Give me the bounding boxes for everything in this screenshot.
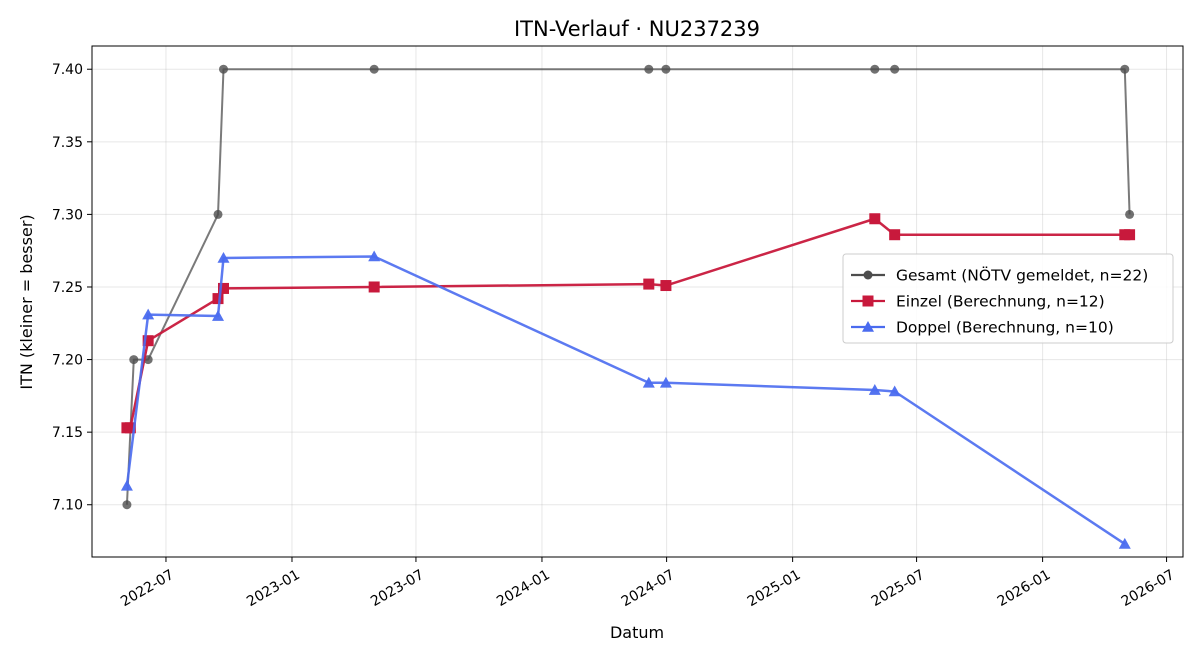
y-axis-label: ITN (kleiner = besser) <box>17 214 36 389</box>
legend-marker <box>862 295 874 307</box>
chart-title: ITN-Verlauf · NU237239 <box>514 17 760 41</box>
data-point <box>659 376 672 388</box>
data-point <box>142 308 155 320</box>
data-point <box>368 250 381 262</box>
data-point <box>212 293 224 305</box>
series-triangle <box>120 250 1131 549</box>
data-point <box>1125 209 1135 219</box>
data-point <box>368 281 380 293</box>
data-point <box>217 251 230 263</box>
data-point <box>129 355 139 365</box>
data-point <box>213 209 223 219</box>
data-point <box>369 64 379 74</box>
data-point <box>870 64 880 74</box>
series-line <box>126 217 1130 430</box>
data-point <box>122 500 132 510</box>
legend-marker <box>862 321 874 332</box>
data-point <box>1118 537 1131 549</box>
data-point <box>888 385 901 397</box>
data-point <box>660 280 672 292</box>
legend-label: Gesamt (NÖTV gemeldet, n=22) <box>896 266 1148 285</box>
legend-item: Einzel (Berechnung, n=12) <box>851 293 1105 311</box>
y-tick-label: 7.20 <box>52 353 83 369</box>
data-point <box>868 384 881 395</box>
data-point <box>1124 229 1136 241</box>
legend-label: Doppel (Berechnung, n=10) <box>896 319 1114 337</box>
series-line <box>125 255 1126 545</box>
data-point <box>869 213 881 225</box>
data-point <box>217 282 229 294</box>
series-square <box>121 213 1136 434</box>
y-tick-label: 7.35 <box>52 135 83 151</box>
data-point <box>124 422 136 434</box>
x-axis-label: Datum <box>610 623 664 642</box>
legend-label: Einzel (Berechnung, n=12) <box>896 293 1105 311</box>
legend-item: Doppel (Berechnung, n=10) <box>851 319 1114 337</box>
y-tick-label: 7.25 <box>52 280 83 296</box>
data-point <box>1120 64 1130 74</box>
data-point <box>212 310 225 321</box>
legend-marker <box>863 270 873 280</box>
legend-item: Gesamt (NÖTV gemeldet, n=22) <box>851 266 1148 285</box>
legend-box <box>842 253 1174 344</box>
series-layer <box>120 64 1136 549</box>
y-axis: 7.10 7.15 7.20 7.25 7.30 7.35 7.40 <box>52 62 92 514</box>
y-tick-label: 7.30 <box>52 207 83 223</box>
data-point <box>889 229 901 241</box>
data-point <box>120 479 133 491</box>
data-point <box>142 335 154 347</box>
legend: Gesamt (NÖTV gemeldet, n=22) Einzel (Bere… <box>842 253 1174 344</box>
y-tick-label: 7.40 <box>52 62 83 78</box>
data-point <box>661 64 671 74</box>
y-tick-label: 7.10 <box>52 498 83 514</box>
y-tick-label: 7.15 <box>52 425 83 441</box>
data-point <box>890 64 900 74</box>
data-point <box>642 376 655 388</box>
data-point <box>643 278 655 290</box>
series-circle <box>122 64 1135 510</box>
data-point <box>644 64 654 74</box>
plot-frame <box>91 45 1184 558</box>
data-point <box>218 64 228 74</box>
